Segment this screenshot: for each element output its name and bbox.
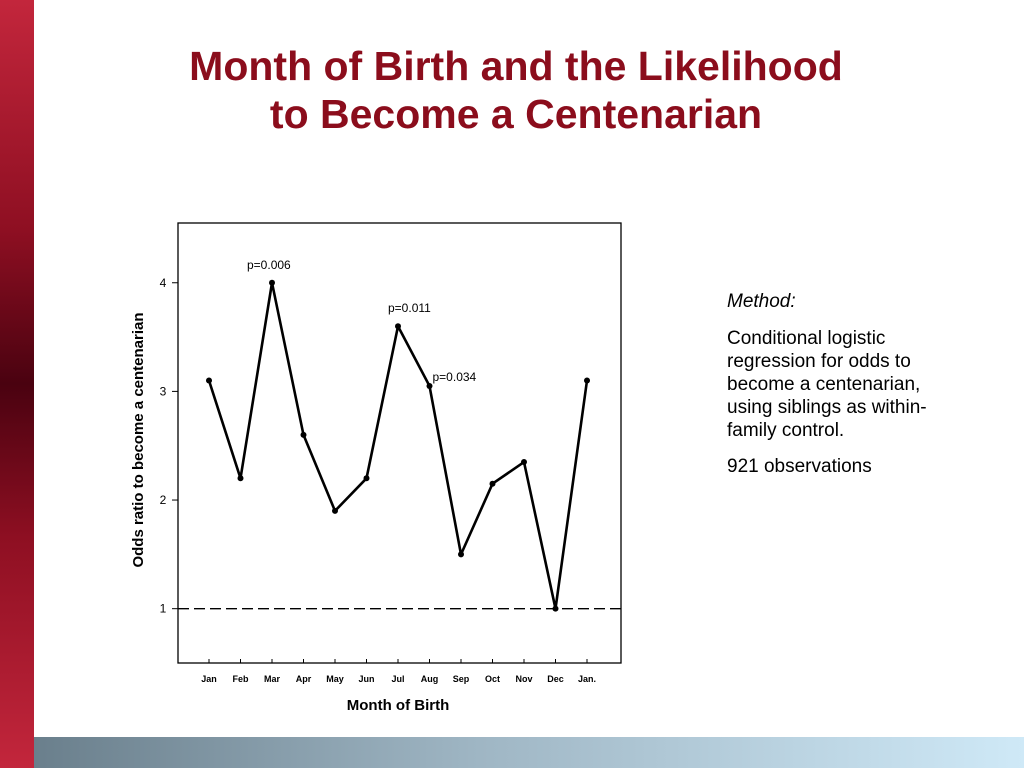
p-value-annotation: p=0.034	[433, 370, 477, 384]
data-point	[237, 475, 244, 482]
data-point	[458, 551, 464, 558]
slide-title-line-1: Month of Birth and the Likelihood	[189, 43, 843, 89]
x-tick-label: Dec	[547, 674, 564, 684]
p-value-annotation: p=0.011	[388, 301, 431, 315]
data-point	[426, 382, 433, 389]
data-point	[363, 475, 370, 482]
x-axis-title: Month of Birth	[347, 697, 449, 714]
x-tick-label: May	[326, 674, 344, 684]
x-tick-label: Nov	[515, 674, 532, 684]
data-point	[489, 480, 496, 487]
y-tick-label: 3	[160, 384, 167, 398]
x-tick-label: Jun	[358, 674, 374, 684]
side-accent-bar	[0, 0, 34, 768]
x-tick-label: Jul	[391, 674, 404, 684]
method-description: Conditional logistic regression for odds…	[727, 328, 927, 441]
method-heading: Method:	[727, 291, 796, 312]
y-tick-label: 4	[160, 276, 167, 290]
data-point	[332, 507, 338, 514]
method-panel: Method: Conditional logistic regression …	[727, 290, 927, 478]
chart-marks: 1 2 3 4 Jan Feb Mar Apr May Jun Jul Aug Sep Oct Nov Dec…	[160, 258, 621, 684]
bottom-accent-bar	[34, 737, 1024, 768]
slide-title-line-2: to Become a Centenarian	[269, 91, 763, 137]
data-point	[206, 377, 212, 384]
data-point	[552, 605, 559, 612]
x-tick-label: Oct	[485, 674, 500, 684]
x-tick-label: Feb	[232, 674, 249, 684]
x-tick-label: Aug	[421, 674, 439, 684]
chart-frame	[177, 222, 622, 664]
p-value-annotation: p=0.006	[247, 258, 291, 272]
x-tick-label: Mar	[264, 674, 281, 684]
y-tick-label: 2	[160, 493, 167, 507]
x-tick-label: Jan.	[578, 674, 596, 684]
slide-title: Month of Birth and the Likelihood to Bec…	[110, 42, 922, 138]
data-point	[395, 323, 401, 330]
x-tick-label: Sep	[453, 674, 470, 684]
observations-count: 921 observations	[727, 456, 872, 477]
series-line	[207, 281, 589, 610]
x-tick-label: Jan	[201, 674, 217, 684]
data-point	[300, 431, 307, 438]
data-point	[521, 459, 527, 466]
y-axis-title: Odds ratio to become a centenarian	[130, 312, 147, 567]
y-tick-label: 1	[160, 602, 167, 616]
data-point	[584, 377, 590, 384]
x-tick-label: Apr	[296, 674, 312, 684]
data-point	[269, 279, 275, 286]
